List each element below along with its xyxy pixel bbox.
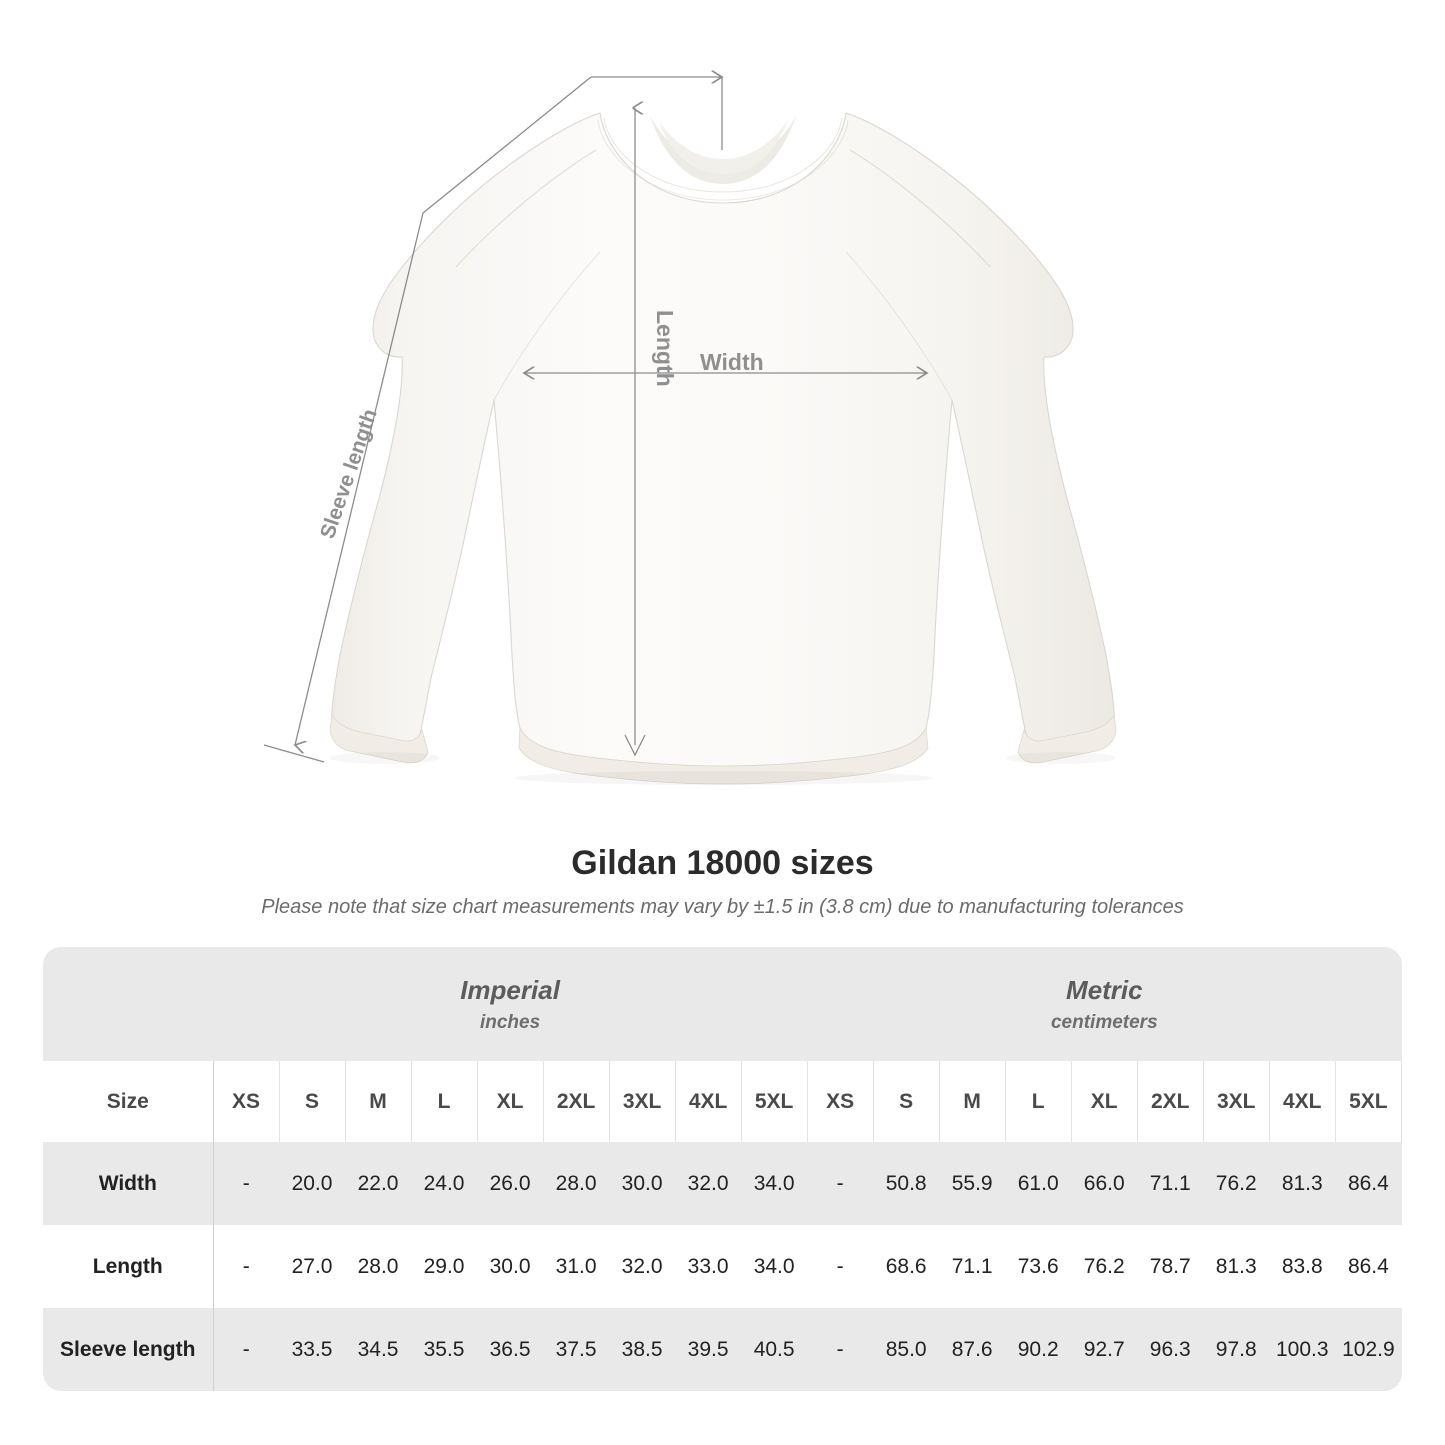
svg-text:Length: Length xyxy=(652,310,678,387)
svg-text:Width: Width xyxy=(700,349,764,375)
